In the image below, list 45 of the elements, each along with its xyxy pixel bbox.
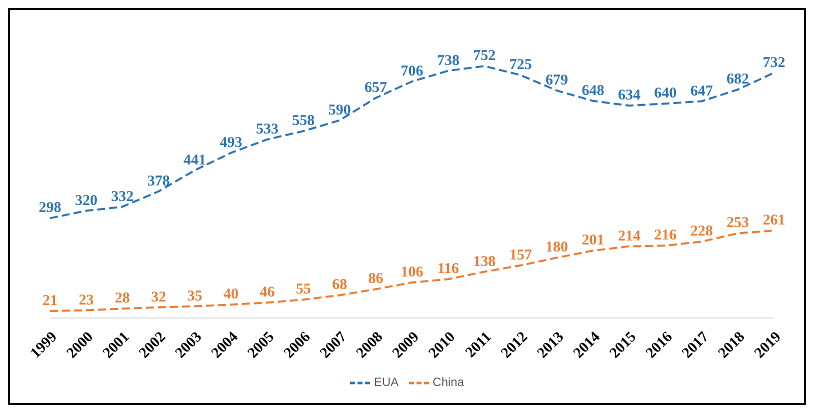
data-label: 68 xyxy=(332,277,348,294)
legend-label: EUA xyxy=(374,375,399,390)
data-label: 201 xyxy=(582,232,604,249)
data-label: 647 xyxy=(690,83,714,100)
x-tick-label: 2011 xyxy=(462,329,495,361)
data-label: 138 xyxy=(473,254,496,270)
data-label: 55 xyxy=(296,282,311,298)
data-label: 441 xyxy=(184,152,206,168)
data-label: 180 xyxy=(546,240,568,256)
data-label: 332 xyxy=(111,188,134,205)
data-label: 725 xyxy=(509,57,532,74)
data-label: 253 xyxy=(726,215,750,232)
data-label: 378 xyxy=(147,173,170,190)
data-label: 533 xyxy=(256,121,278,138)
data-label: 682 xyxy=(726,72,750,88)
data-label: 493 xyxy=(220,134,242,151)
data-label: 21 xyxy=(42,292,58,309)
data-label: 590 xyxy=(328,102,351,118)
legend-label: China xyxy=(432,375,464,390)
data-label: 640 xyxy=(654,86,677,102)
data-label: 35 xyxy=(187,288,202,304)
data-label: 558 xyxy=(292,113,315,130)
data-label: 320 xyxy=(74,192,98,209)
data-label: 216 xyxy=(654,228,678,244)
data-label: 46 xyxy=(260,284,276,301)
data-label: 732 xyxy=(762,54,786,71)
data-label: 28 xyxy=(114,290,130,307)
data-label: 706 xyxy=(400,63,424,80)
data-label: 634 xyxy=(618,88,641,104)
data-label: 752 xyxy=(473,48,496,64)
data-label: 214 xyxy=(618,228,641,244)
data-label: 23 xyxy=(78,292,94,308)
data-label: 86 xyxy=(368,271,384,288)
data-label: 679 xyxy=(546,72,568,89)
data-label: 40 xyxy=(224,286,238,303)
data-label: 116 xyxy=(437,261,460,278)
data-label: 106 xyxy=(400,264,424,280)
data-label: 157 xyxy=(509,247,532,264)
data-label: 657 xyxy=(364,80,388,96)
data-label: 32 xyxy=(151,289,166,306)
data-label: 261 xyxy=(762,212,786,229)
data-label: 298 xyxy=(38,200,62,216)
data-label: 228 xyxy=(690,224,713,240)
data-label: 738 xyxy=(436,52,460,69)
data-label: 648 xyxy=(582,82,604,99)
